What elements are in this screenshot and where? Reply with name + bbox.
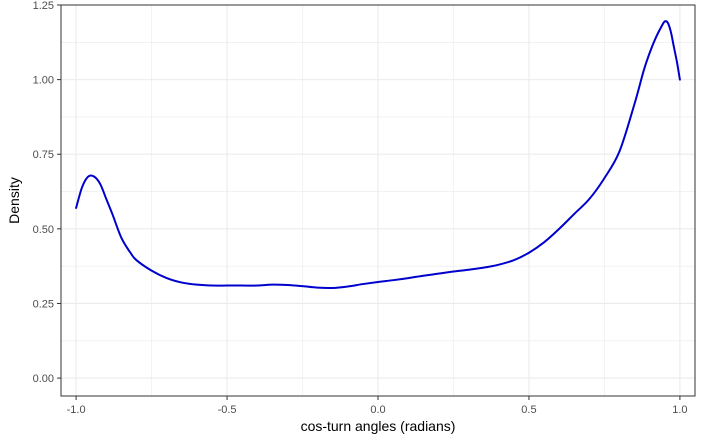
x-axis-title: cos-turn angles (radians): [301, 418, 456, 434]
y-tick-label: 1.25: [33, 0, 54, 12]
grid-major: [61, 4, 695, 396]
y-tick-label: 0.50: [33, 224, 54, 236]
y-tick-label: 0.75: [33, 149, 54, 161]
x-tick-label: 0.5: [521, 404, 536, 416]
x-tick-label: -0.5: [218, 404, 237, 416]
x-axis-ticks: -1.0 -0.5 0.0 0.5 1.0: [67, 396, 688, 416]
y-tick-label: 0.25: [33, 298, 54, 310]
y-tick-label: 1.00: [33, 75, 54, 87]
y-axis-title: Density: [6, 177, 22, 224]
density-line: [75, 20, 681, 290]
y-tick-label: 0.00: [33, 373, 54, 385]
x-tick-label: 1.0: [672, 404, 687, 416]
x-tick-label: 0.0: [370, 404, 385, 416]
y-axis-ticks: 0.00 0.25 0.50 0.75 1.00 1.25: [33, 0, 61, 385]
x-tick-label: -1.0: [67, 404, 86, 416]
